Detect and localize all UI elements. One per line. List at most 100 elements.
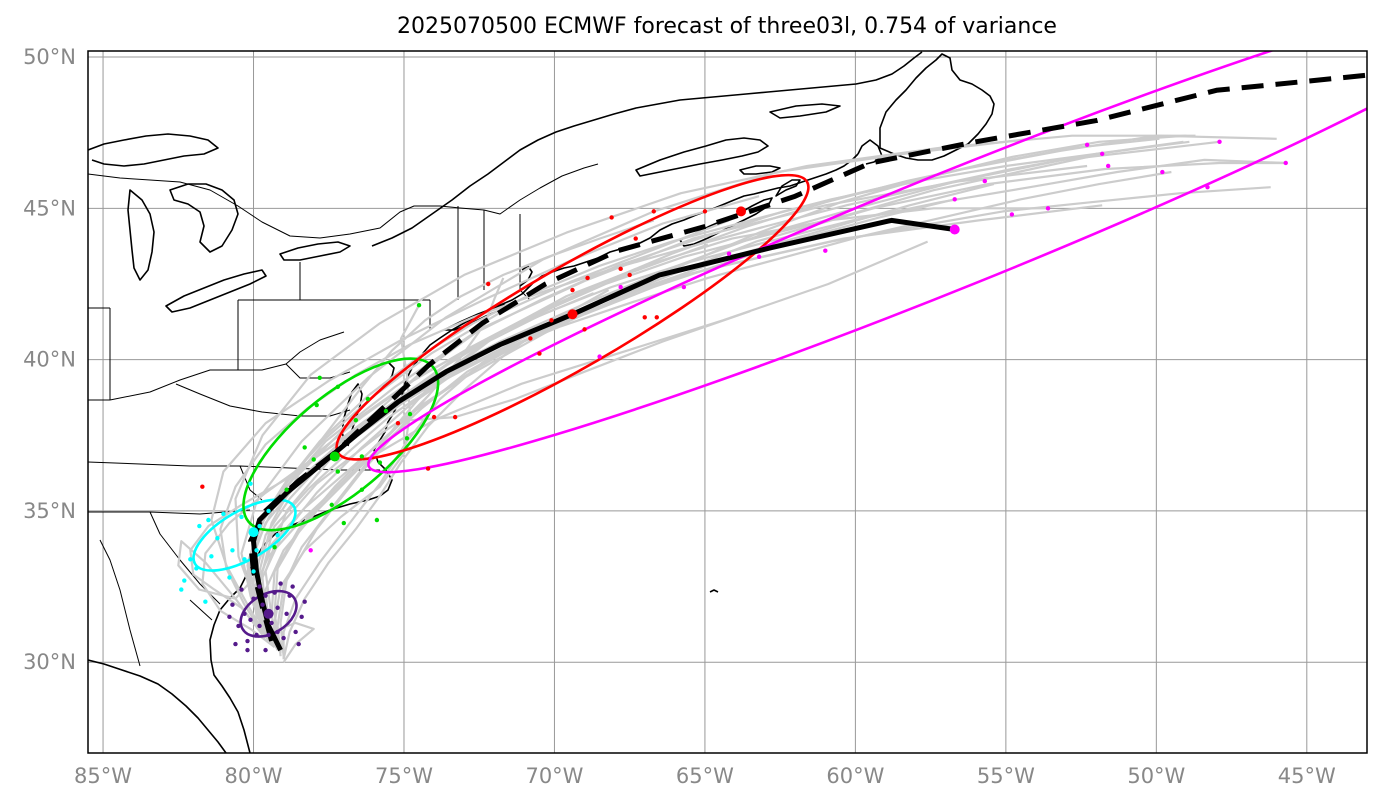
lon-tick-label: 55°W: [977, 764, 1035, 788]
member-position-dot: [308, 548, 313, 553]
member-position-dot: [404, 436, 410, 441]
member-position-dot: [275, 605, 280, 610]
reference-position-marker: [736, 206, 747, 217]
member-position-dot: [633, 236, 638, 241]
member-position-dot: [239, 587, 244, 592]
member-position-dot: [383, 408, 389, 414]
member-position-dot: [642, 315, 647, 320]
forecast-positions: [179, 139, 1288, 653]
member-position-dot: [296, 641, 301, 647]
member-position-dot: [335, 384, 340, 390]
lat-tick-label: 35°N: [23, 499, 76, 523]
member-position-dot: [248, 481, 253, 486]
lat-tick-label: 40°N: [23, 348, 76, 372]
member-position-dot: [260, 602, 265, 607]
member-position-dot: [230, 548, 235, 553]
member-position-dot: [702, 209, 708, 214]
member-position-dot: [197, 523, 202, 529]
member-position-dot: [537, 351, 542, 356]
member-position-dot: [221, 511, 226, 517]
member-position-dot: [952, 197, 957, 202]
member-position-dot: [203, 599, 208, 604]
member-position-dot: [182, 578, 187, 583]
member-position-dot: [365, 396, 371, 402]
ensemble-member-track: [255, 170, 1172, 642]
member-position-dot: [302, 599, 307, 604]
member-position-dot: [263, 593, 268, 598]
uncertainty-ellipse: [242, 357, 440, 532]
member-position-dot: [290, 584, 295, 589]
member-position-dot: [425, 466, 431, 471]
member-position-dot: [227, 614, 232, 620]
member-position-dot: [823, 248, 828, 253]
member-position-dot: [1105, 163, 1111, 169]
member-position-dot: [582, 327, 587, 332]
member-position-dot: [1099, 151, 1105, 157]
anticosti-island: [769, 103, 841, 119]
member-position-dot: [681, 284, 687, 290]
member-position-dot: [1217, 139, 1222, 144]
us-canada-border: [88, 163, 599, 239]
reference-track-dashed: [248, 72, 1367, 642]
member-position-dot: [200, 484, 205, 489]
lat-tick-label: 50°N: [23, 45, 76, 69]
member-position-dot: [329, 502, 334, 508]
member-position-dot: [254, 548, 259, 553]
member-position-dot: [341, 520, 346, 526]
member-position-dot: [248, 617, 253, 623]
member-position-dot: [242, 611, 247, 617]
member-position-dot: [278, 581, 283, 586]
member-position-dot: [1160, 169, 1165, 175]
prince-edward-island: [739, 165, 781, 175]
member-position-dot: [597, 354, 602, 359]
member-position-dot: [314, 402, 319, 408]
member-position-dot: [585, 275, 590, 281]
member-position-dot: [266, 508, 271, 514]
state-borders-mid: [88, 307, 351, 417]
ensemble-member-track: [219, 140, 1184, 639]
ensemble-member-track: [210, 195, 760, 642]
gulf-coast: [88, 659, 227, 753]
member-position-dot: [431, 414, 437, 420]
mean-position-marker: [949, 224, 960, 235]
lake-huron: [169, 183, 239, 253]
member-position-dot: [353, 417, 359, 423]
uncertainty-ellipse: [367, 51, 1367, 474]
lon-tick-label: 85°W: [74, 764, 132, 788]
lon-tick-label: 50°W: [1127, 764, 1185, 788]
member-position-dot: [206, 517, 211, 523]
member-position-dot: [549, 318, 554, 323]
member-position-dot: [242, 557, 247, 562]
member-position-dot: [275, 532, 280, 538]
member-position-dot: [293, 629, 298, 635]
lon-tick-label: 70°W: [525, 764, 583, 788]
member-position-dot: [1084, 142, 1090, 148]
member-position-dot: [263, 647, 268, 653]
lon-tick-label: 45°W: [1278, 764, 1336, 788]
member-position-dot: [188, 557, 193, 562]
member-position-dot: [269, 620, 274, 626]
member-position-dot: [311, 457, 316, 462]
member-position-dot: [335, 469, 340, 474]
member-position-dot: [251, 596, 256, 601]
member-position-dot: [395, 420, 401, 426]
member-position-dot: [266, 632, 271, 638]
latitude-tick-labels: 50°N 45°N 40°N 35°N 30°N: [23, 45, 76, 674]
member-position-dot: [1009, 212, 1015, 217]
member-position-dot: [756, 254, 762, 259]
member-position-dot: [257, 623, 262, 629]
member-position-dot: [651, 209, 656, 214]
member-position-dot: [257, 523, 262, 529]
member-position-dot: [287, 593, 292, 598]
mean-position-marker: [248, 527, 259, 538]
member-position-dot: [726, 251, 732, 256]
member-position-dot: [407, 411, 413, 417]
member-position-dot: [257, 584, 262, 589]
member-position-dot: [272, 545, 277, 550]
member-position-dot: [618, 284, 623, 290]
bermuda: [709, 589, 719, 593]
member-position-dot: [377, 460, 383, 465]
member-position-dot: [317, 375, 322, 380]
member-position-dot: [299, 614, 304, 620]
